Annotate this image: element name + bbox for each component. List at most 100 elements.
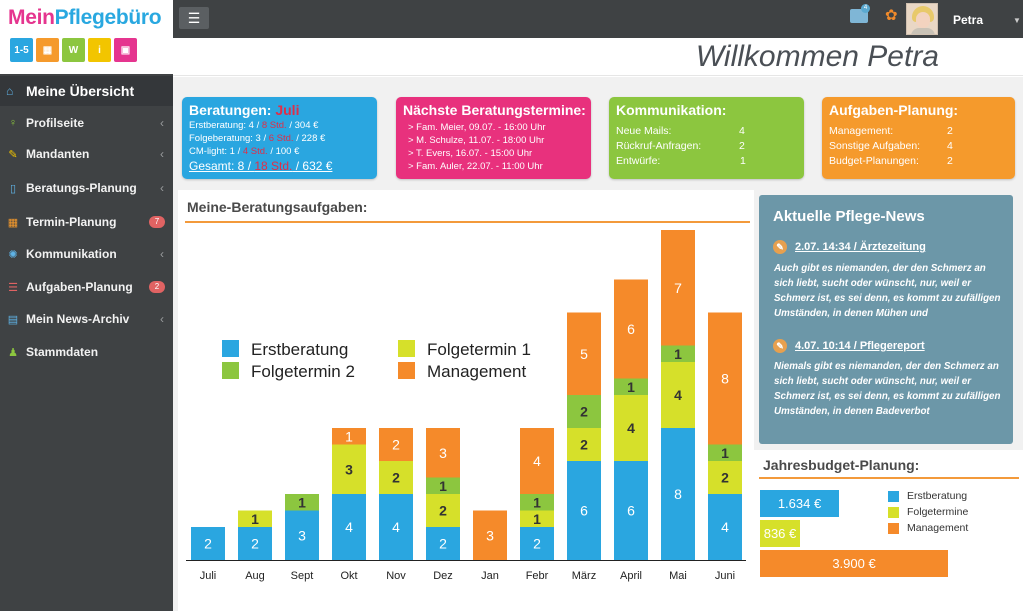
bar-segment[interactable]	[426, 494, 460, 527]
wrench-icon: ✎	[8, 148, 18, 161]
bar-segment[interactable]	[520, 428, 554, 494]
avatar[interactable]	[906, 3, 938, 35]
budget-legend-item: Management	[888, 522, 968, 534]
bar-segment[interactable]	[661, 428, 695, 560]
menu-toggle-button[interactable]: ☰	[179, 7, 209, 29]
mail-count-badge: 4	[861, 4, 870, 13]
budget-bar[interactable]: 836 €	[760, 520, 800, 547]
bar-segment[interactable]	[614, 395, 648, 461]
x-tick-label: Dez	[433, 570, 453, 582]
bar-segment[interactable]	[473, 510, 507, 561]
sidebar-item-termin-planung[interactable]: ▦ Termin-Planung 7	[0, 207, 173, 237]
bar-segment[interactable]	[614, 461, 648, 560]
data-label: 4	[674, 387, 682, 403]
budget-bar[interactable]: 1.634 €	[760, 490, 839, 517]
bar-segment[interactable]	[285, 494, 319, 511]
bar-segment[interactable]	[238, 510, 272, 528]
award-icon[interactable]: ✿	[885, 7, 898, 24]
sidebar-item-profilseite[interactable]: ♀ Profilseite ‹	[0, 108, 173, 138]
bar-segment[interactable]	[708, 461, 742, 494]
stat-card-beratungen[interactable]: Beratungen: Juli Erstberatung: 4 / 8 Std…	[182, 97, 377, 179]
data-label: 4	[627, 420, 635, 436]
calendar-icon: ▦	[7, 216, 19, 229]
sidebar-item-beratungs-planung[interactable]: ▯ Beratungs-Planung ‹	[0, 173, 173, 203]
bar-segment[interactable]	[379, 461, 413, 494]
stat-card-aufgaben[interactable]: Aufgaben-Planung: Management: 2 Sonstige…	[822, 97, 1015, 179]
sidebar-item-label: Beratungs-Planung	[26, 181, 137, 195]
data-label: 1	[345, 428, 353, 444]
data-label: 1	[721, 445, 729, 461]
stat-value: 4	[739, 125, 745, 137]
sidebar-item-label: Mandanten	[26, 147, 90, 161]
globe-icon: ✺	[8, 248, 18, 261]
bar-segment[interactable]	[708, 312, 742, 445]
bar-segment[interactable]	[567, 428, 601, 461]
sidebar-item-mein-news-archiv[interactable]: ▤ Mein News-Archiv ‹	[0, 304, 173, 334]
bar-segment[interactable]	[661, 362, 695, 428]
data-label: 2	[533, 536, 541, 552]
page-title: Willkommen Petra	[695, 40, 939, 73]
x-tick-label: Juni	[715, 570, 735, 582]
sidebar-item-stammdaten[interactable]: ♟ Stammdaten	[0, 337, 173, 367]
bar-segment[interactable]	[332, 444, 366, 495]
sidebar-item-mandanten[interactable]: ✎ Mandanten ‹	[0, 139, 173, 169]
bar-segment[interactable]	[520, 510, 554, 528]
bar-segment[interactable]	[567, 312, 601, 396]
data-label: 4	[721, 519, 729, 535]
bar-segment[interactable]	[520, 527, 554, 560]
news-icon: ✎	[773, 339, 787, 353]
sidebar-item-aufgaben-planung[interactable]: ☰ Aufgaben-Planung 2	[0, 272, 173, 302]
stat-value: 4	[947, 140, 953, 152]
sidebar-item-uebersicht[interactable]: ⌂ Meine Übersicht	[0, 76, 173, 106]
bar-segment[interactable]	[285, 510, 319, 561]
bar-segment[interactable]	[379, 428, 413, 461]
bar-segment[interactable]	[426, 428, 460, 478]
stat-card-termine[interactable]: Nächste Beratungstermine: > Fam. Meier, …	[396, 97, 591, 179]
news-item-link[interactable]: ✎ 2.07. 14:34 / Ärztezeitung	[773, 240, 926, 254]
bar-segment[interactable]	[332, 428, 366, 445]
legend-swatch	[222, 362, 239, 379]
bar-segment[interactable]	[520, 494, 554, 511]
bar-segment[interactable]	[567, 461, 601, 560]
bar-segment[interactable]	[661, 345, 695, 363]
news-item-link[interactable]: ✎ 4.07. 10:14 / Pflegereport	[773, 339, 925, 353]
bar-segment[interactable]	[567, 395, 601, 428]
sidebar-item-label: Mein News-Archiv	[26, 312, 130, 326]
bar-segment[interactable]	[614, 378, 648, 396]
bar-segment[interactable]	[708, 494, 742, 560]
legend-label: Management	[427, 362, 527, 381]
bar-segment[interactable]	[426, 477, 460, 495]
appointment-line[interactable]: > M. Schulze, 11.07. - 18:00 Uhr	[408, 135, 545, 146]
data-label: 1	[251, 511, 259, 527]
user-name[interactable]: Petra	[953, 13, 984, 27]
appointment-line[interactable]: > Fam. Meier, 09.07. - 16:00 Uhr	[408, 122, 546, 133]
data-label: 6	[580, 503, 588, 519]
bar-segment[interactable]	[238, 527, 272, 560]
bar-segment[interactable]	[191, 527, 225, 560]
list-icon: ☰	[8, 281, 18, 294]
sidebar-item-kommunikation[interactable]: ✺ Kommunikation ‹	[0, 239, 173, 269]
bar-segment[interactable]	[426, 527, 460, 560]
data-label: 6	[627, 503, 635, 519]
data-label: 2	[580, 437, 588, 453]
stat-card-kommunikation[interactable]: Kommunikation: Neue Mails: 4 Rückruf-Anf…	[609, 97, 804, 179]
caret-down-icon[interactable]: ▼	[1013, 16, 1021, 25]
stat-total-link[interactable]: Gesamt: 8 / 18 Std. / 632 €	[189, 159, 333, 173]
data-label: 7	[674, 280, 682, 296]
news-title: Aktuelle Pflege-News	[773, 208, 925, 225]
bar-segment[interactable]	[614, 279, 648, 379]
sidebar-item-label: Stammdaten	[26, 345, 99, 359]
appointment-line[interactable]: > T. Evers, 16.07. - 15:00 Uhr	[408, 148, 533, 159]
bar-segment[interactable]	[379, 494, 413, 560]
bar-segment[interactable]	[332, 494, 366, 560]
stacked-bar-chart: 2 Juli 2 1 Aug 3 1 Sept 4 3 1 Okt 4 2 2 Nov 2 2 1 3 Dez 3 Jan 2…	[186, 230, 746, 582]
bar-segment[interactable]	[661, 230, 695, 346]
appointment-line[interactable]: > Fam. Auler, 22.07. - 11:00 Uhr	[408, 161, 543, 172]
stat-label: Sonstige Aufgaben:	[829, 140, 921, 152]
data-label: 1	[674, 346, 682, 362]
bar-segment[interactable]	[708, 444, 742, 462]
budget-bar[interactable]: 3.900 €	[760, 550, 948, 577]
